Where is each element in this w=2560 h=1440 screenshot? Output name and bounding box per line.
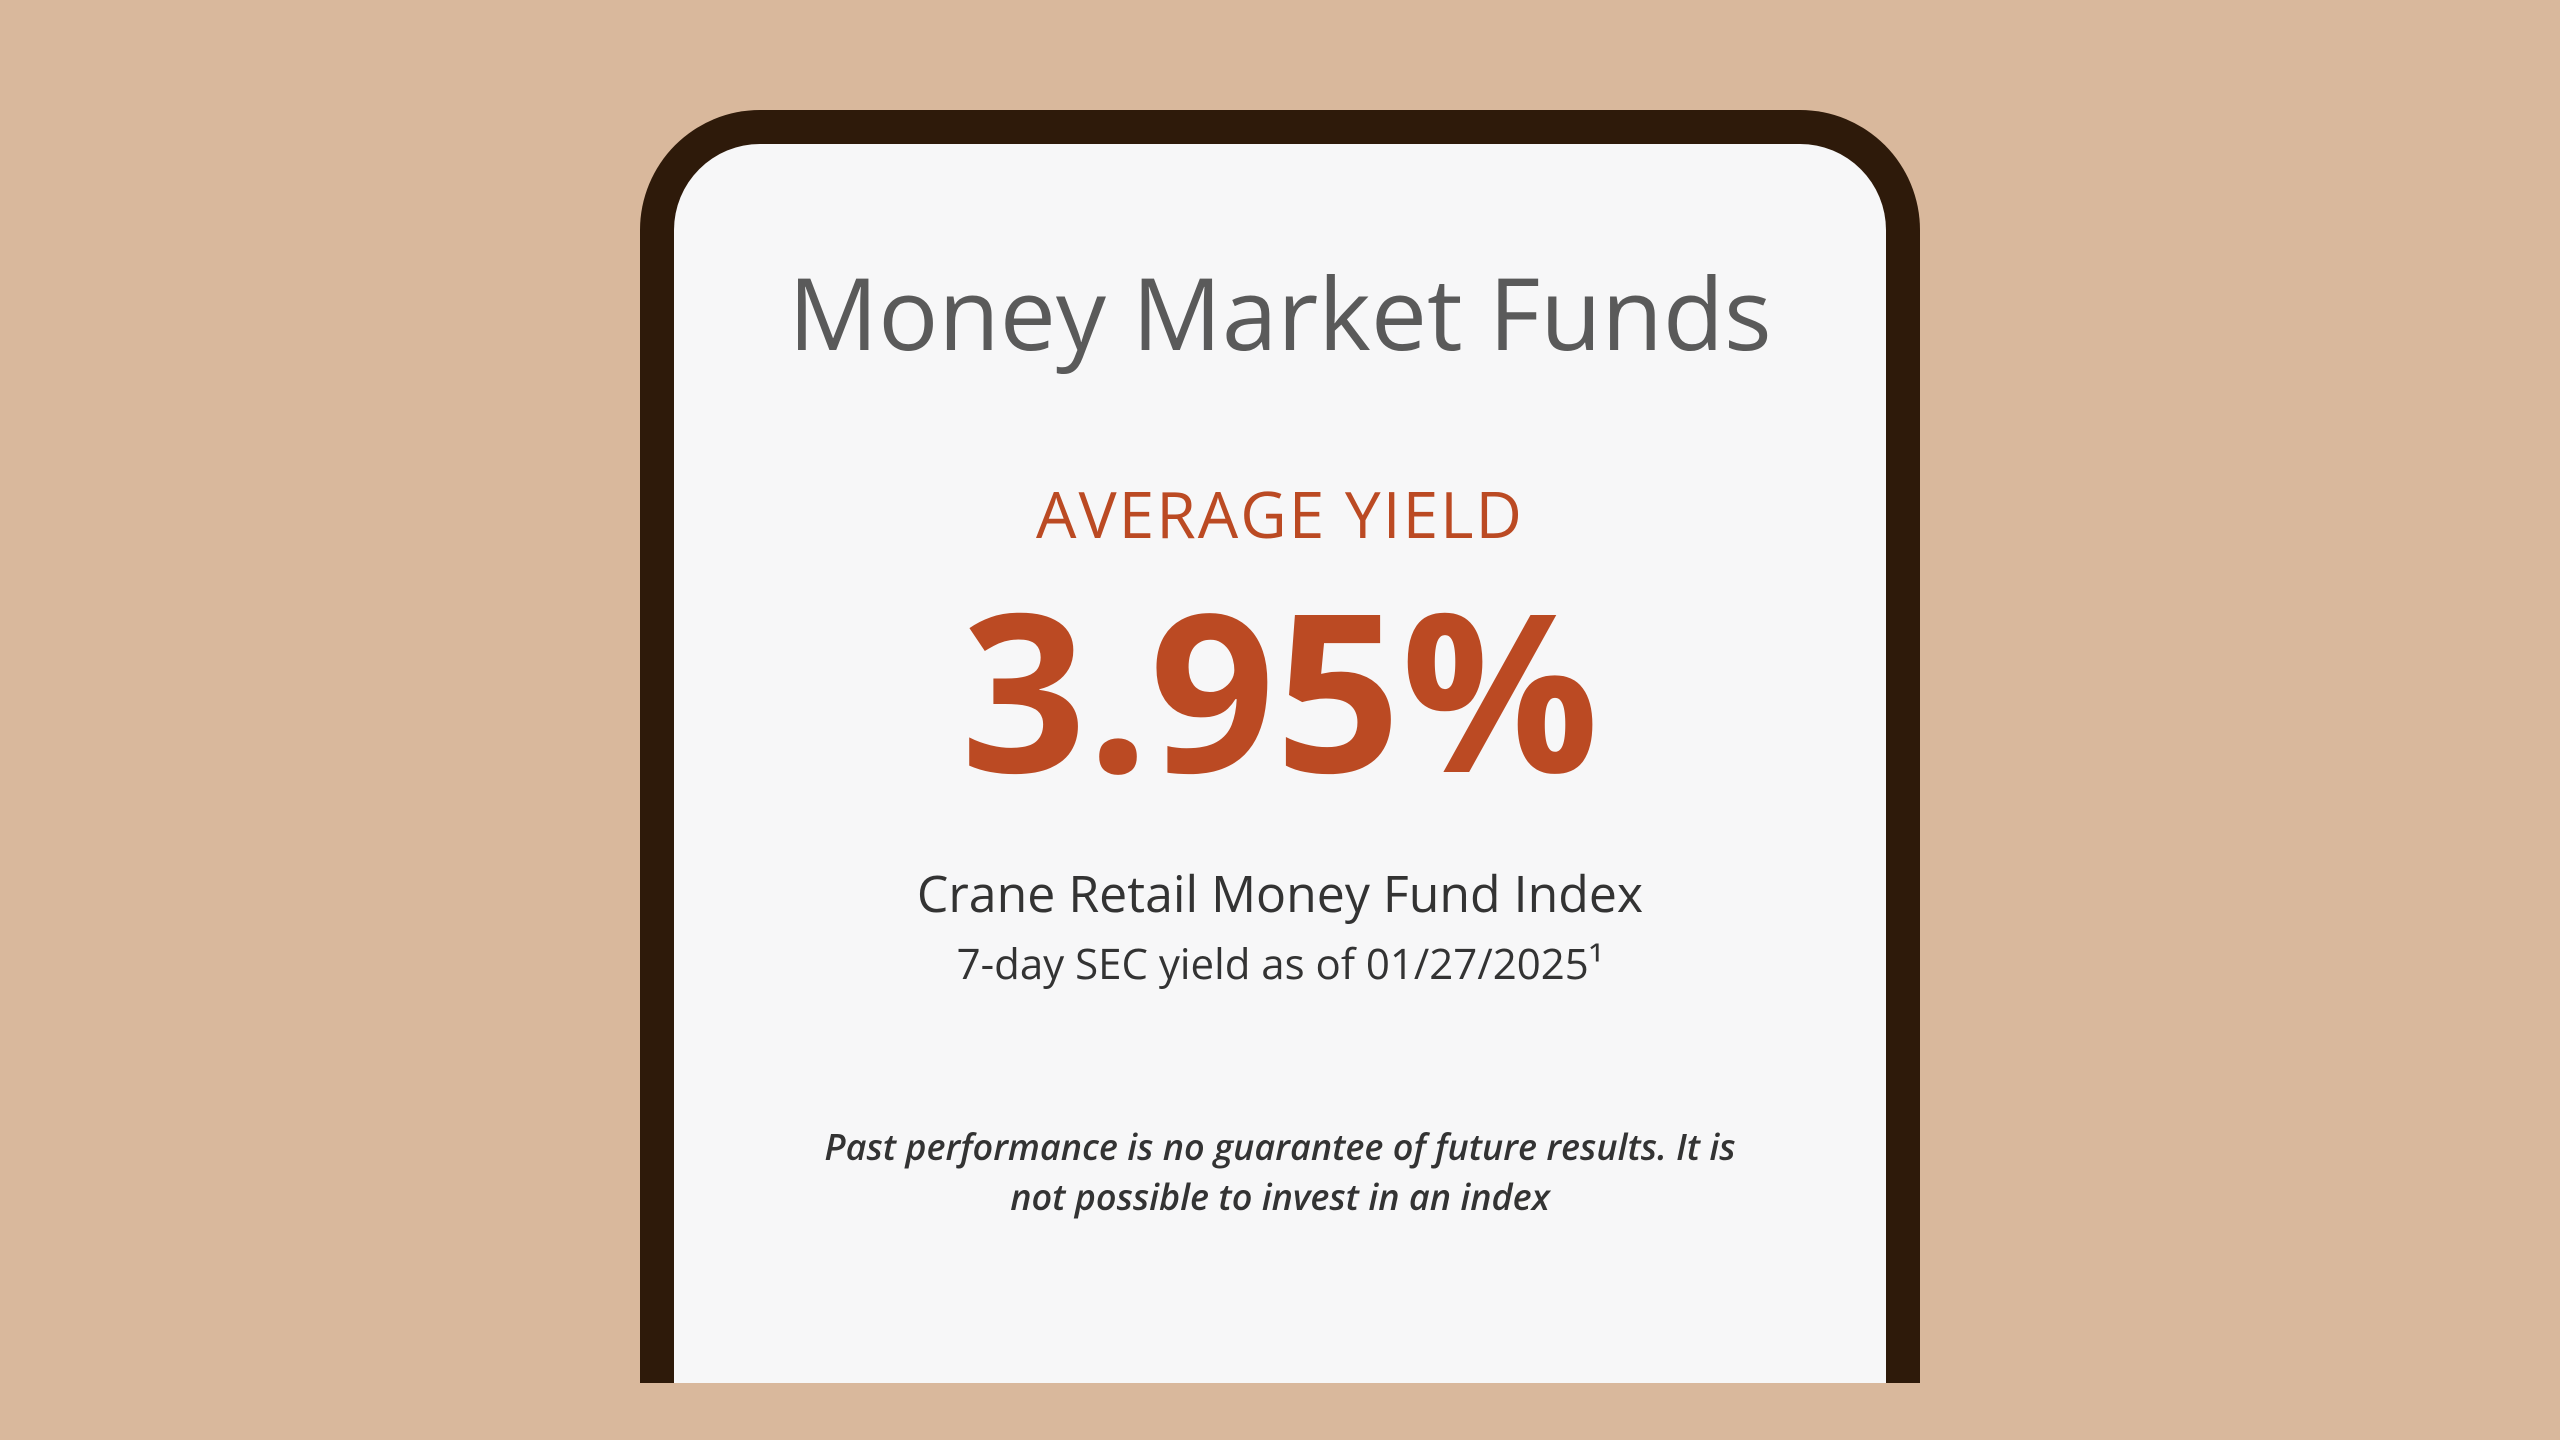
disclaimer-text: Past performance is no guarantee of futu… [800,1122,1760,1223]
info-card-frame: Money Market Funds AVERAGE YIELD 3.95% C… [640,110,1920,1383]
yield-value: 3.95% [744,567,1816,809]
card-title: Money Market Funds [744,244,1816,380]
date-line: 7-day SEC yield as of 01/27/2025¹ [744,935,1816,992]
index-name: Crane Retail Money Fund Index [744,859,1816,927]
